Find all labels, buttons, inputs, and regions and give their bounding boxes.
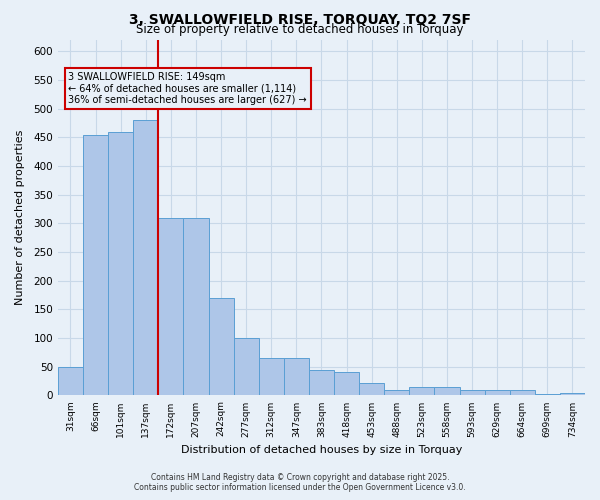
Bar (485, 390, 510, 396)
Y-axis label: Number of detached properties: Number of detached properties (15, 130, 25, 306)
Text: Size of property relative to detached houses in Torquay: Size of property relative to detached ho… (136, 22, 464, 36)
Bar (259, 358, 284, 396)
Bar (560, 392, 585, 396)
Bar (184, 218, 209, 396)
Bar (108, 132, 133, 396)
Bar (384, 390, 409, 396)
Bar (158, 218, 184, 396)
Bar (334, 372, 359, 396)
Bar (284, 358, 309, 396)
Bar (233, 338, 259, 396)
Text: 3 SWALLOWFIELD RISE: 149sqm
← 64% of detached houses are smaller (1,114)
36% of : 3 SWALLOWFIELD RISE: 149sqm ← 64% of det… (68, 72, 307, 105)
Bar (83, 134, 108, 396)
Bar (359, 383, 384, 396)
Bar (460, 390, 485, 396)
Bar (58, 367, 83, 396)
Bar (309, 370, 334, 396)
Text: Contains HM Land Registry data © Crown copyright and database right 2025.
Contai: Contains HM Land Registry data © Crown c… (134, 473, 466, 492)
Bar (510, 390, 535, 396)
Bar (133, 120, 158, 396)
Bar (535, 394, 560, 396)
Bar (434, 387, 460, 396)
Bar (409, 387, 434, 396)
Bar (209, 298, 233, 396)
X-axis label: Distribution of detached houses by size in Torquay: Distribution of detached houses by size … (181, 445, 462, 455)
Text: 3, SWALLOWFIELD RISE, TORQUAY, TQ2 7SF: 3, SWALLOWFIELD RISE, TORQUAY, TQ2 7SF (129, 12, 471, 26)
